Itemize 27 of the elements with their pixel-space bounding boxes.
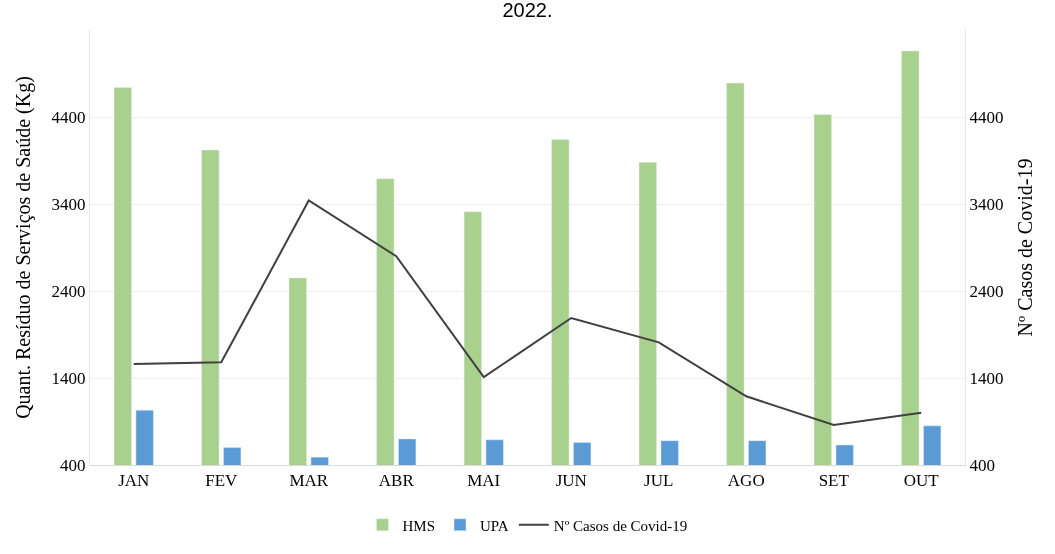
- x-tick-label: MAI: [467, 471, 501, 491]
- chart-title: 2022.: [502, 0, 553, 21]
- x-tick-label: JAN: [118, 471, 150, 491]
- y-tick-label: 3400: [51, 194, 86, 214]
- x-tick-label: OUT: [903, 471, 940, 491]
- y-axis-title: Quant. Resíduo de Serviços de Saúde (Kg): [12, 76, 36, 419]
- x-tick-label: ABR: [378, 471, 415, 491]
- y-tick-label: 2400: [51, 281, 86, 301]
- y-tick-label: 400: [60, 455, 86, 475]
- y2-tick-label: 400: [969, 455, 995, 475]
- y2-axis-title: Nº Casos de Covid-19: [1013, 158, 1036, 337]
- legend-label: HMS: [402, 517, 436, 534]
- legend-label: Nº Casos de Covid-19: [553, 517, 688, 534]
- y2-tick-label: 3400: [969, 194, 1004, 214]
- y-tick-label: 4400: [51, 107, 86, 127]
- x-tick-label: MAR: [289, 471, 329, 491]
- x-tick-label: FEV: [205, 471, 239, 491]
- line-series: [132, 199, 923, 426]
- y-tick-label: 1400: [51, 368, 86, 388]
- x-tick-label: SET: [818, 471, 850, 491]
- x-tick-label: AGO: [727, 471, 765, 491]
- y2-tick-label: 1400: [969, 368, 1004, 388]
- y2-tick-label: 4400: [969, 107, 1004, 127]
- y2-tick-label: 2400: [969, 281, 1004, 301]
- x-tick-label: JUL: [644, 471, 674, 491]
- legend-label: UPA: [480, 517, 509, 534]
- x-tick-label: JUN: [555, 471, 587, 491]
